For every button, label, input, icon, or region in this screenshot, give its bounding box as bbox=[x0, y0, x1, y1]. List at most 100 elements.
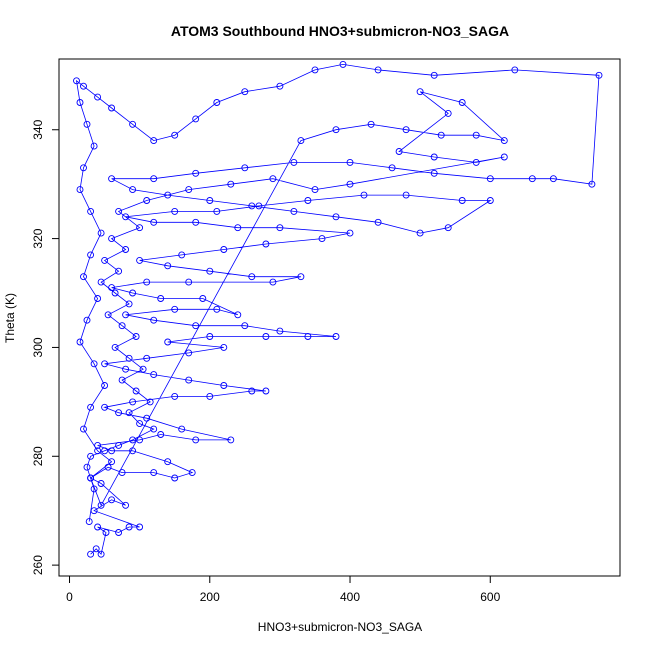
data-point bbox=[122, 213, 130, 221]
data-point bbox=[108, 496, 116, 504]
data-point bbox=[94, 523, 102, 531]
data-point bbox=[104, 311, 112, 319]
data-point bbox=[108, 284, 116, 292]
data-point bbox=[87, 403, 95, 411]
data-point bbox=[276, 327, 284, 335]
data-point bbox=[311, 186, 319, 194]
data-point bbox=[111, 289, 119, 297]
data-point bbox=[115, 441, 123, 449]
x-tick-label: 200 bbox=[200, 590, 220, 604]
data-point bbox=[192, 436, 200, 444]
data-point bbox=[346, 229, 354, 237]
data-point bbox=[115, 409, 123, 417]
data-point bbox=[528, 175, 536, 183]
data-point bbox=[118, 469, 126, 477]
data-point bbox=[83, 120, 91, 128]
data-point bbox=[80, 164, 87, 172]
data-layer bbox=[73, 60, 603, 558]
y-tick-label: 300 bbox=[31, 337, 45, 357]
data-point bbox=[80, 273, 87, 281]
data-point bbox=[129, 120, 137, 128]
data-point bbox=[241, 164, 249, 172]
data-point bbox=[94, 295, 102, 302]
data-point bbox=[192, 115, 200, 123]
data-point bbox=[136, 224, 144, 232]
data-point bbox=[132, 333, 140, 340]
data-point bbox=[76, 186, 84, 194]
data-point bbox=[262, 387, 270, 395]
data-point bbox=[115, 529, 123, 536]
data-point bbox=[227, 180, 235, 188]
data-point bbox=[76, 338, 84, 346]
data-point bbox=[262, 240, 270, 248]
data-point bbox=[139, 365, 147, 373]
data-point bbox=[92, 545, 100, 553]
data-point bbox=[136, 256, 144, 264]
data-point bbox=[402, 126, 410, 134]
data-point bbox=[104, 463, 112, 471]
data-point bbox=[136, 436, 144, 444]
data-point bbox=[304, 333, 312, 340]
data-point bbox=[297, 273, 305, 281]
data-point bbox=[122, 365, 130, 373]
data-point bbox=[276, 82, 284, 90]
data-point bbox=[102, 529, 110, 536]
data-point bbox=[87, 251, 95, 259]
data-point bbox=[444, 224, 452, 232]
data-point bbox=[108, 175, 116, 183]
x-tick-label: 0 bbox=[66, 590, 73, 604]
data-point bbox=[374, 66, 382, 74]
y-tick-label: 260 bbox=[31, 555, 45, 575]
data-point bbox=[90, 485, 98, 493]
data-point bbox=[430, 153, 438, 161]
data-point bbox=[97, 501, 105, 509]
data-point bbox=[83, 463, 91, 471]
x-tick-label: 400 bbox=[340, 590, 360, 604]
data-point bbox=[346, 180, 354, 188]
data-point bbox=[549, 175, 557, 183]
data-point bbox=[150, 371, 158, 379]
data-point bbox=[220, 246, 228, 253]
data-point bbox=[395, 148, 403, 155]
data-point bbox=[332, 213, 340, 221]
data-point bbox=[150, 137, 158, 145]
data-point bbox=[227, 436, 235, 444]
data-point bbox=[241, 88, 249, 96]
data-point bbox=[192, 169, 200, 177]
data-point bbox=[416, 229, 424, 237]
data-point bbox=[290, 158, 298, 166]
data-point bbox=[85, 518, 93, 526]
data-point bbox=[164, 458, 172, 466]
data-point bbox=[157, 295, 165, 302]
data-point bbox=[171, 131, 179, 139]
data-point bbox=[125, 523, 133, 531]
data-point bbox=[241, 322, 249, 330]
data-point bbox=[220, 343, 228, 351]
data-point bbox=[87, 474, 95, 482]
data-point bbox=[129, 186, 137, 194]
data-point bbox=[129, 398, 137, 406]
data-point bbox=[402, 191, 410, 199]
data-point bbox=[150, 425, 158, 433]
data-point bbox=[108, 458, 116, 466]
data-point bbox=[213, 99, 221, 106]
data-point bbox=[269, 278, 277, 286]
data-point bbox=[129, 289, 137, 297]
data-point bbox=[122, 311, 130, 319]
data-point bbox=[150, 175, 158, 183]
data-point bbox=[90, 142, 98, 150]
data-point bbox=[178, 425, 186, 433]
data-point bbox=[171, 207, 179, 215]
data-point bbox=[472, 158, 480, 166]
data-point bbox=[188, 469, 196, 477]
data-point bbox=[164, 338, 172, 346]
data-point bbox=[97, 480, 105, 487]
data-point bbox=[164, 262, 172, 270]
data-point bbox=[220, 382, 228, 389]
data-point bbox=[458, 197, 466, 204]
data-point bbox=[185, 349, 193, 357]
data-point bbox=[97, 550, 105, 558]
data-point bbox=[101, 382, 109, 389]
data-point bbox=[132, 387, 140, 395]
